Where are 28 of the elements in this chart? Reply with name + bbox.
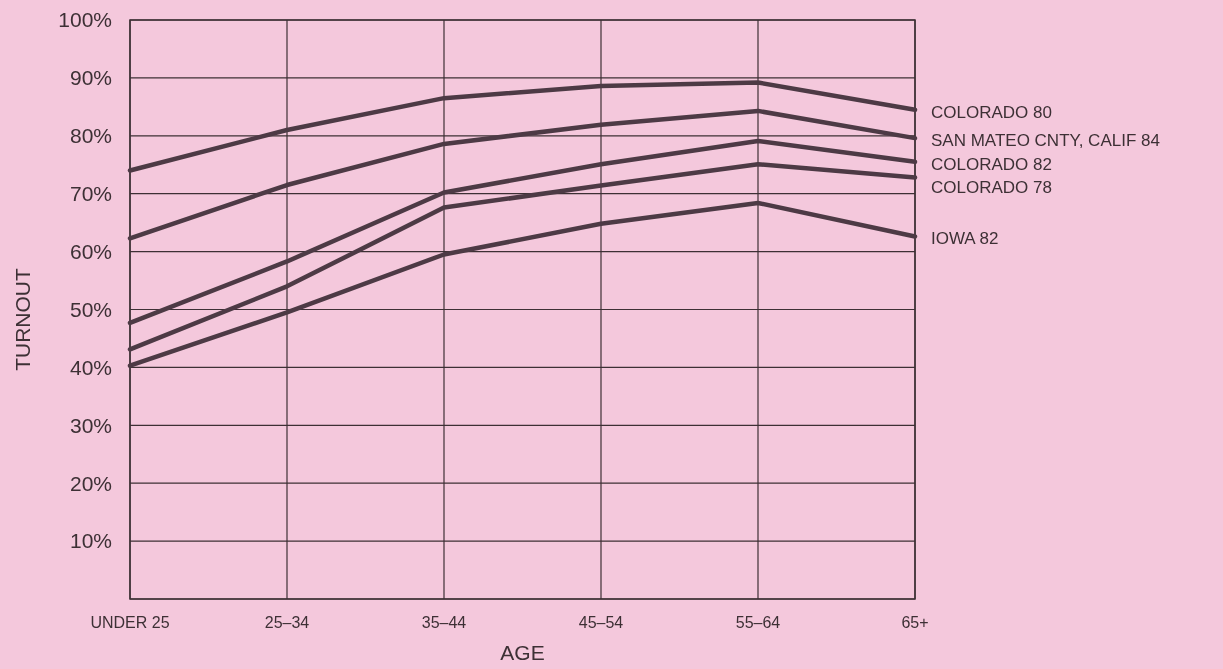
y-tick-label: 50% [69,297,112,321]
y-tick-label: 20% [69,471,112,495]
line-series [127,200,918,368]
x-tick-label: UNDER 25 [90,614,170,631]
line-series [127,80,918,173]
x-tick-label: 65+ [901,614,929,631]
y-tick-label: 60% [69,239,112,263]
series-label: IOWA 82 [931,229,999,249]
series-label: COLORADO 78 [931,177,1052,197]
y-axis-title: TURNOUT [11,268,34,371]
y-tick-label: 80% [69,124,112,148]
y-tick-label: 90% [69,66,112,90]
line-series [127,161,918,352]
y-tick-label: 70% [69,182,112,206]
x-tick-label: 45–54 [578,614,624,631]
y-tick-label: 100% [58,8,112,32]
y-tick-label: 40% [69,355,112,379]
line-series [127,138,918,326]
x-axis-title: AGE [500,641,545,664]
line-series [127,108,918,241]
x-tick-label: 55–64 [735,614,781,631]
x-tick-label: 25–34 [264,614,310,631]
series-label: COLORADO 82 [931,154,1052,174]
y-tick-label: 10% [69,529,112,553]
series-label: COLORADO 80 [931,102,1052,122]
x-tick-label: 35–44 [421,614,467,631]
series-label: SAN MATEO CNTY, CALIF 84 [931,131,1160,151]
y-tick-label: 30% [69,413,112,437]
